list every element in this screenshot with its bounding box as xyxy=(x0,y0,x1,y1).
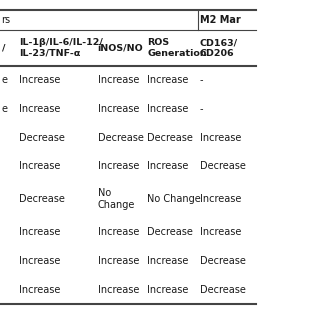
Text: Decrease: Decrease xyxy=(147,132,193,143)
Text: Increase: Increase xyxy=(200,194,241,204)
Text: rs: rs xyxy=(2,15,11,25)
Text: Increase: Increase xyxy=(147,104,188,114)
Text: Increase: Increase xyxy=(200,132,241,143)
Text: Increase: Increase xyxy=(147,284,188,295)
Text: iNOS/NO: iNOS/NO xyxy=(98,44,143,52)
Text: IL-1β/IL-6/IL-12/
IL-23/TNF-α: IL-1β/IL-6/IL-12/ IL-23/TNF-α xyxy=(19,38,103,58)
Text: Increase: Increase xyxy=(19,104,60,114)
Text: Increase: Increase xyxy=(98,161,139,172)
Text: e: e xyxy=(2,104,8,114)
Text: Increase: Increase xyxy=(19,256,60,266)
Text: Increase: Increase xyxy=(19,227,60,237)
Text: Increase: Increase xyxy=(98,227,139,237)
Text: -: - xyxy=(200,75,204,85)
Text: Increase: Increase xyxy=(98,75,139,85)
Text: /: / xyxy=(2,44,5,52)
Text: Increase: Increase xyxy=(98,284,139,295)
Text: CD163/
CD206: CD163/ CD206 xyxy=(200,38,238,58)
Text: Decrease: Decrease xyxy=(200,256,246,266)
Text: Increase: Increase xyxy=(147,75,188,85)
Text: M2 Mar: M2 Mar xyxy=(200,15,241,25)
Text: Decrease: Decrease xyxy=(147,227,193,237)
Text: Increase: Increase xyxy=(19,75,60,85)
Text: Decrease: Decrease xyxy=(19,132,65,143)
Text: e: e xyxy=(2,75,8,85)
Text: Decrease: Decrease xyxy=(98,132,143,143)
Text: No
Change: No Change xyxy=(98,188,135,210)
Text: Decrease: Decrease xyxy=(19,194,65,204)
Text: Increase: Increase xyxy=(98,256,139,266)
Text: Increase: Increase xyxy=(200,227,241,237)
Text: Increase: Increase xyxy=(147,256,188,266)
Text: Increase: Increase xyxy=(19,161,60,172)
Text: Increase: Increase xyxy=(19,284,60,295)
Text: Increase: Increase xyxy=(98,104,139,114)
Text: Decrease: Decrease xyxy=(200,161,246,172)
Text: -: - xyxy=(200,104,204,114)
Text: No Change: No Change xyxy=(147,194,201,204)
Text: Decrease: Decrease xyxy=(200,284,246,295)
Text: Increase: Increase xyxy=(147,161,188,172)
Text: ROS
Generation: ROS Generation xyxy=(147,38,207,58)
